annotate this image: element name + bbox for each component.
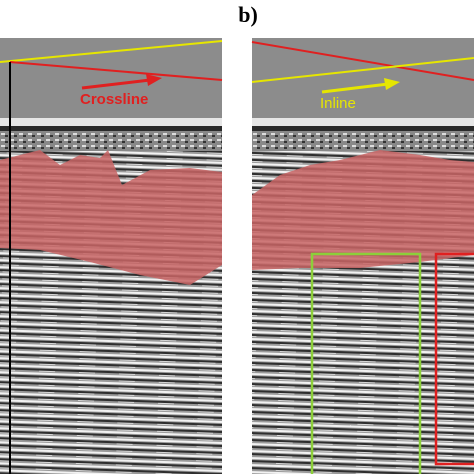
left-seismic-panel: Crossline xyxy=(0,38,223,474)
crossline-label: Crossline xyxy=(80,91,148,108)
inline-label: Inline xyxy=(320,95,356,112)
right-seismic-panel: Inline xyxy=(251,38,474,474)
panel-label: b) xyxy=(238,2,258,27)
